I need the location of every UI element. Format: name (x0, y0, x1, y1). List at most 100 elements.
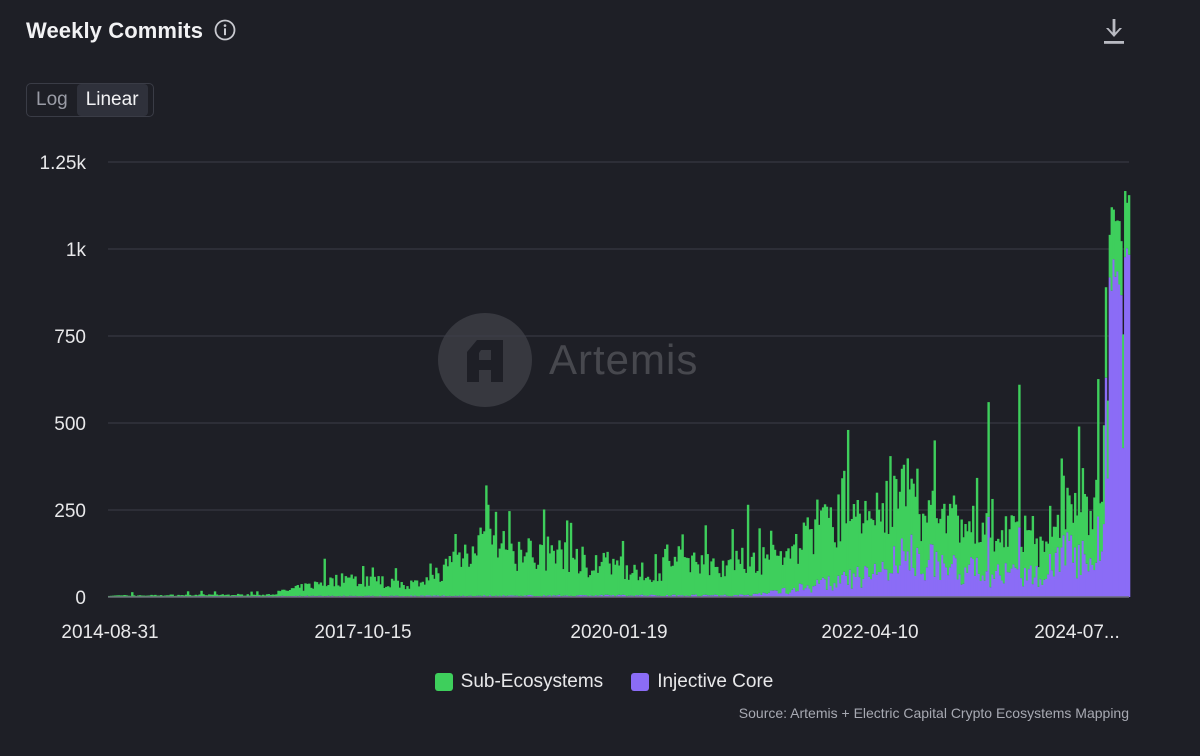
bar-sub-ecosystems (900, 468, 904, 539)
bar-sub-ecosystems (458, 552, 461, 596)
bar-sub-ecosystems (1072, 522, 1075, 563)
bar-sub-ecosystems (802, 522, 806, 591)
bar-sub-ecosystems (1014, 522, 1017, 568)
bar-sub-ecosystems (691, 555, 694, 595)
bar-sub-ecosystems (562, 569, 565, 596)
bar-sub-ecosystems (485, 485, 488, 597)
bar-injective-core (1099, 560, 1102, 597)
bar-sub-ecosystems (277, 590, 280, 597)
bar-sub-ecosystems (346, 577, 350, 597)
bar-injective-core (654, 595, 657, 597)
bar-sub-ecosystems (263, 595, 267, 597)
bar-injective-core (810, 592, 813, 597)
bar-sub-ecosystems (1077, 426, 1081, 545)
bar-sub-ecosystems (208, 594, 211, 597)
bar-sub-ecosystems (973, 543, 977, 576)
bar-sub-ecosystems (504, 549, 507, 597)
bar-sub-ecosystems (764, 558, 767, 594)
bar-sub-ecosystems (1018, 384, 1021, 528)
bar-sub-ecosystems (390, 578, 394, 596)
bar-sub-ecosystems (535, 568, 538, 597)
bar-sub-ecosystems (539, 544, 542, 596)
bar-sub-ecosystems (483, 531, 486, 596)
bar-injective-core (854, 576, 858, 597)
bar-sub-ecosystems (190, 595, 194, 597)
bar-sub-ecosystems (902, 464, 906, 552)
bar-sub-ecosystems (985, 513, 988, 572)
bar-sub-ecosystems (881, 503, 884, 562)
y-tick-label: 250 (54, 501, 86, 522)
bar-sub-ecosystems (1074, 492, 1077, 548)
bar-sub-ecosystems (733, 570, 736, 596)
bar-sub-ecosystems (217, 595, 221, 597)
bar-sub-ecosystems (614, 564, 617, 597)
bar-injective-core (483, 595, 486, 597)
bar-sub-ecosystems (879, 521, 883, 573)
bar-sub-ecosystems (250, 591, 253, 597)
bar-sub-ecosystems (537, 564, 540, 597)
bar-sub-ecosystems (498, 548, 502, 596)
bar-sub-ecosystems (136, 595, 140, 597)
legend-item-sub-ecosystems[interactable]: Sub-Ecosystems (434, 671, 603, 693)
bar-sub-ecosystems (1049, 505, 1052, 555)
bar-sub-ecosystems (1068, 495, 1071, 541)
bar-sub-ecosystems (820, 510, 823, 580)
bar-injective-core (1014, 567, 1017, 597)
bar-sub-ecosystems (679, 549, 682, 596)
bar-injective-core (1093, 570, 1096, 597)
linear-scale-button[interactable]: Linear (76, 84, 148, 116)
bar-sub-ecosystems (1124, 191, 1127, 258)
bar-injective-core (935, 551, 938, 597)
bar-sub-ecosystems (306, 583, 309, 596)
bar-sub-ecosystems (1125, 202, 1129, 249)
bar-sub-ecosystems (288, 589, 292, 597)
bar-sub-ecosystems (1054, 526, 1058, 553)
bar-injective-core (987, 516, 990, 597)
legend-item-injective-core[interactable]: Injective Core (631, 671, 773, 693)
bar-sub-ecosystems (338, 586, 342, 596)
legend-swatch-sub-ecosystems (434, 673, 453, 691)
bar-injective-core (1079, 575, 1083, 597)
bar-sub-ecosystems (1070, 504, 1073, 536)
bar-sub-ecosystems (489, 528, 492, 596)
bar-sub-ecosystems (768, 559, 771, 593)
bar-sub-ecosystems (540, 545, 544, 597)
bar-sub-ecosystems (417, 586, 421, 597)
bar-sub-ecosystems (646, 576, 650, 596)
bar-sub-ecosystems (242, 595, 246, 597)
bar-sub-ecosystems (348, 577, 351, 596)
bar-sub-ecosystems (1016, 521, 1019, 570)
bar-sub-ecosystems (127, 595, 130, 597)
info-icon[interactable] (214, 19, 236, 41)
log-scale-button[interactable]: Log (27, 84, 77, 116)
bar-sub-ecosystems (706, 554, 709, 596)
bar-sub-ecosystems (404, 589, 407, 597)
bar-sub-ecosystems (481, 533, 484, 597)
bar-injective-core (1006, 572, 1010, 597)
bar-injective-core (639, 595, 642, 597)
bar-injective-core (1124, 257, 1127, 597)
bar-injective-core (510, 595, 513, 597)
bar-sub-ecosystems (109, 595, 113, 597)
bar-injective-core (977, 573, 981, 597)
bar-injective-core (548, 595, 552, 597)
bar-sub-ecosystems (300, 584, 303, 597)
bar-sub-ecosystems (550, 545, 553, 597)
bar-sub-ecosystems (438, 581, 442, 597)
bar-injective-core (1031, 584, 1035, 597)
bar-sub-ecosystems (323, 558, 326, 597)
bar-injective-core (579, 595, 582, 597)
bar-sub-ecosystems (814, 519, 817, 586)
bar-injective-core (581, 595, 584, 597)
bar-injective-core (652, 595, 655, 597)
bar-injective-core (833, 583, 836, 597)
bar-injective-core (754, 593, 757, 597)
bar-sub-ecosystems (1127, 195, 1131, 255)
bar-sub-ecosystems (1020, 546, 1023, 579)
bar-injective-core (1077, 544, 1081, 597)
bar-injective-core (864, 566, 867, 597)
scale-toggle: Log Linear (26, 83, 154, 117)
bar-sub-ecosystems (512, 551, 515, 596)
download-icon[interactable] (1101, 17, 1127, 47)
bar-sub-ecosystems (702, 564, 706, 595)
